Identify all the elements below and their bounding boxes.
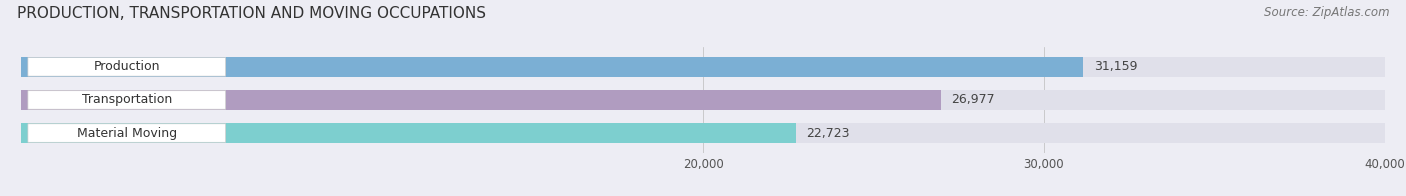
Bar: [21, 123, 796, 143]
Bar: [21, 57, 1084, 77]
Text: 22,723: 22,723: [806, 127, 849, 140]
Text: Transportation: Transportation: [82, 93, 172, 106]
FancyBboxPatch shape: [28, 124, 226, 142]
Bar: [21, 90, 941, 110]
Bar: [21, 57, 1385, 77]
Bar: [21, 90, 1385, 110]
Text: 31,159: 31,159: [1094, 60, 1137, 73]
Text: Material Moving: Material Moving: [77, 127, 177, 140]
Bar: [21, 123, 1385, 143]
Text: 26,977: 26,977: [950, 93, 994, 106]
FancyBboxPatch shape: [28, 91, 226, 109]
Text: Source: ZipAtlas.com: Source: ZipAtlas.com: [1264, 6, 1389, 19]
FancyBboxPatch shape: [28, 58, 226, 76]
Text: PRODUCTION, TRANSPORTATION AND MOVING OCCUPATIONS: PRODUCTION, TRANSPORTATION AND MOVING OC…: [17, 6, 486, 21]
Text: Production: Production: [94, 60, 160, 73]
